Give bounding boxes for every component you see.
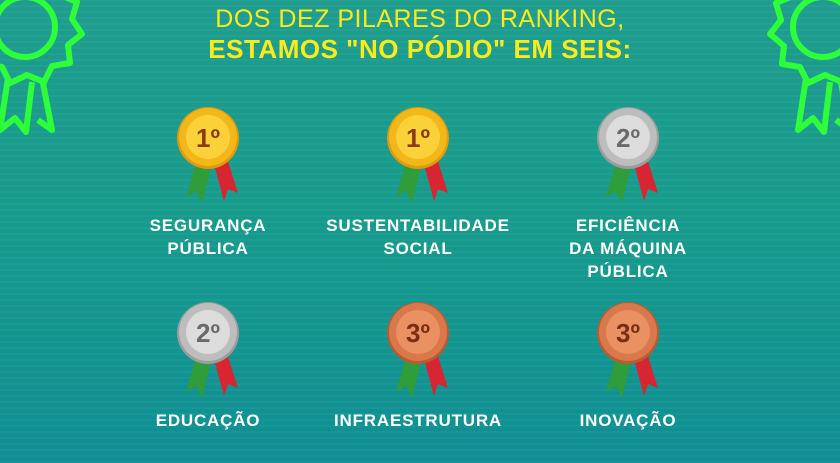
pillar-item: 1º SEGURANÇA PÚBLICA bbox=[108, 105, 308, 260]
medal-inner bbox=[396, 115, 440, 159]
pillar-label-line: EFICIÊNCIA bbox=[575, 216, 681, 235]
pillar-item: 3º INFRAESTRUTURA bbox=[318, 300, 518, 432]
pillar-label-line: PÚBLICA bbox=[167, 239, 249, 258]
silver-medal-icon: 2º bbox=[177, 302, 239, 398]
gold-medal-icon: 1º bbox=[387, 107, 449, 203]
pillar-label-line: DA MÁQUINA bbox=[569, 239, 687, 258]
pillar-label: INFRAESTRUTURA bbox=[318, 409, 518, 432]
pillar-label-line: PÚBLICA bbox=[587, 262, 669, 281]
medal-rank: 2º bbox=[616, 123, 640, 153]
medal-inner bbox=[186, 310, 230, 354]
medal-inner bbox=[396, 310, 440, 354]
medal-rank: 2º bbox=[196, 318, 220, 348]
pillar-item: 2º EFICIÊNCIA DA MÁQUINA PÚBLICA bbox=[528, 105, 728, 283]
pillar-label: SEGURANÇA PÚBLICA bbox=[108, 214, 308, 260]
pillar-label-line: SUSTENTABILIDADE bbox=[326, 216, 510, 235]
silver-medal-icon: 2º bbox=[597, 107, 659, 203]
pillar-label-line: INFRAESTRUTURA bbox=[334, 411, 502, 430]
medal-rank: 3º bbox=[616, 318, 640, 348]
bronze-medal-icon: 3º bbox=[387, 302, 449, 398]
medal-inner bbox=[606, 310, 650, 354]
medal-rank: 3º bbox=[406, 318, 430, 348]
award-badge-icon bbox=[767, 0, 840, 135]
pillar-item: 2º EDUCAÇÃO bbox=[108, 300, 308, 432]
pillar-label-line: SEGURANÇA bbox=[149, 216, 267, 235]
medal-inner bbox=[186, 115, 230, 159]
pillar-label: EDUCAÇÃO bbox=[108, 409, 308, 432]
gold-medal-icon: 1º bbox=[177, 107, 239, 203]
pillar-item: 3º INOVAÇÃO bbox=[528, 300, 728, 432]
pillar-label: INOVAÇÃO bbox=[528, 409, 728, 432]
pillar-label-line: EDUCAÇÃO bbox=[155, 411, 261, 430]
medal-rank: 1º bbox=[406, 123, 430, 153]
headline-line-2: ESTAMOS "NO PÓDIO" EM SEIS: bbox=[208, 34, 632, 64]
headline-line-1: DOS DEZ PILARES DO RANKING, bbox=[215, 5, 625, 33]
medal-inner bbox=[606, 115, 650, 159]
pillar-label-line: INOVAÇÃO bbox=[579, 411, 677, 430]
award-badge-icon bbox=[0, 0, 85, 135]
pillar-label-line: SOCIAL bbox=[383, 239, 453, 258]
pillar-label: SUSTENTABILIDADE SOCIAL bbox=[318, 214, 518, 260]
bronze-medal-icon: 3º bbox=[597, 302, 659, 398]
pillar-label: EFICIÊNCIA DA MÁQUINA PÚBLICA bbox=[528, 214, 728, 283]
headline: DOS DEZ PILARES DO RANKING, ESTAMOS "NO … bbox=[0, 4, 840, 64]
medal-rank: 1º bbox=[196, 123, 220, 153]
pillar-item: 1º SUSTENTABILIDADE SOCIAL bbox=[318, 105, 518, 260]
